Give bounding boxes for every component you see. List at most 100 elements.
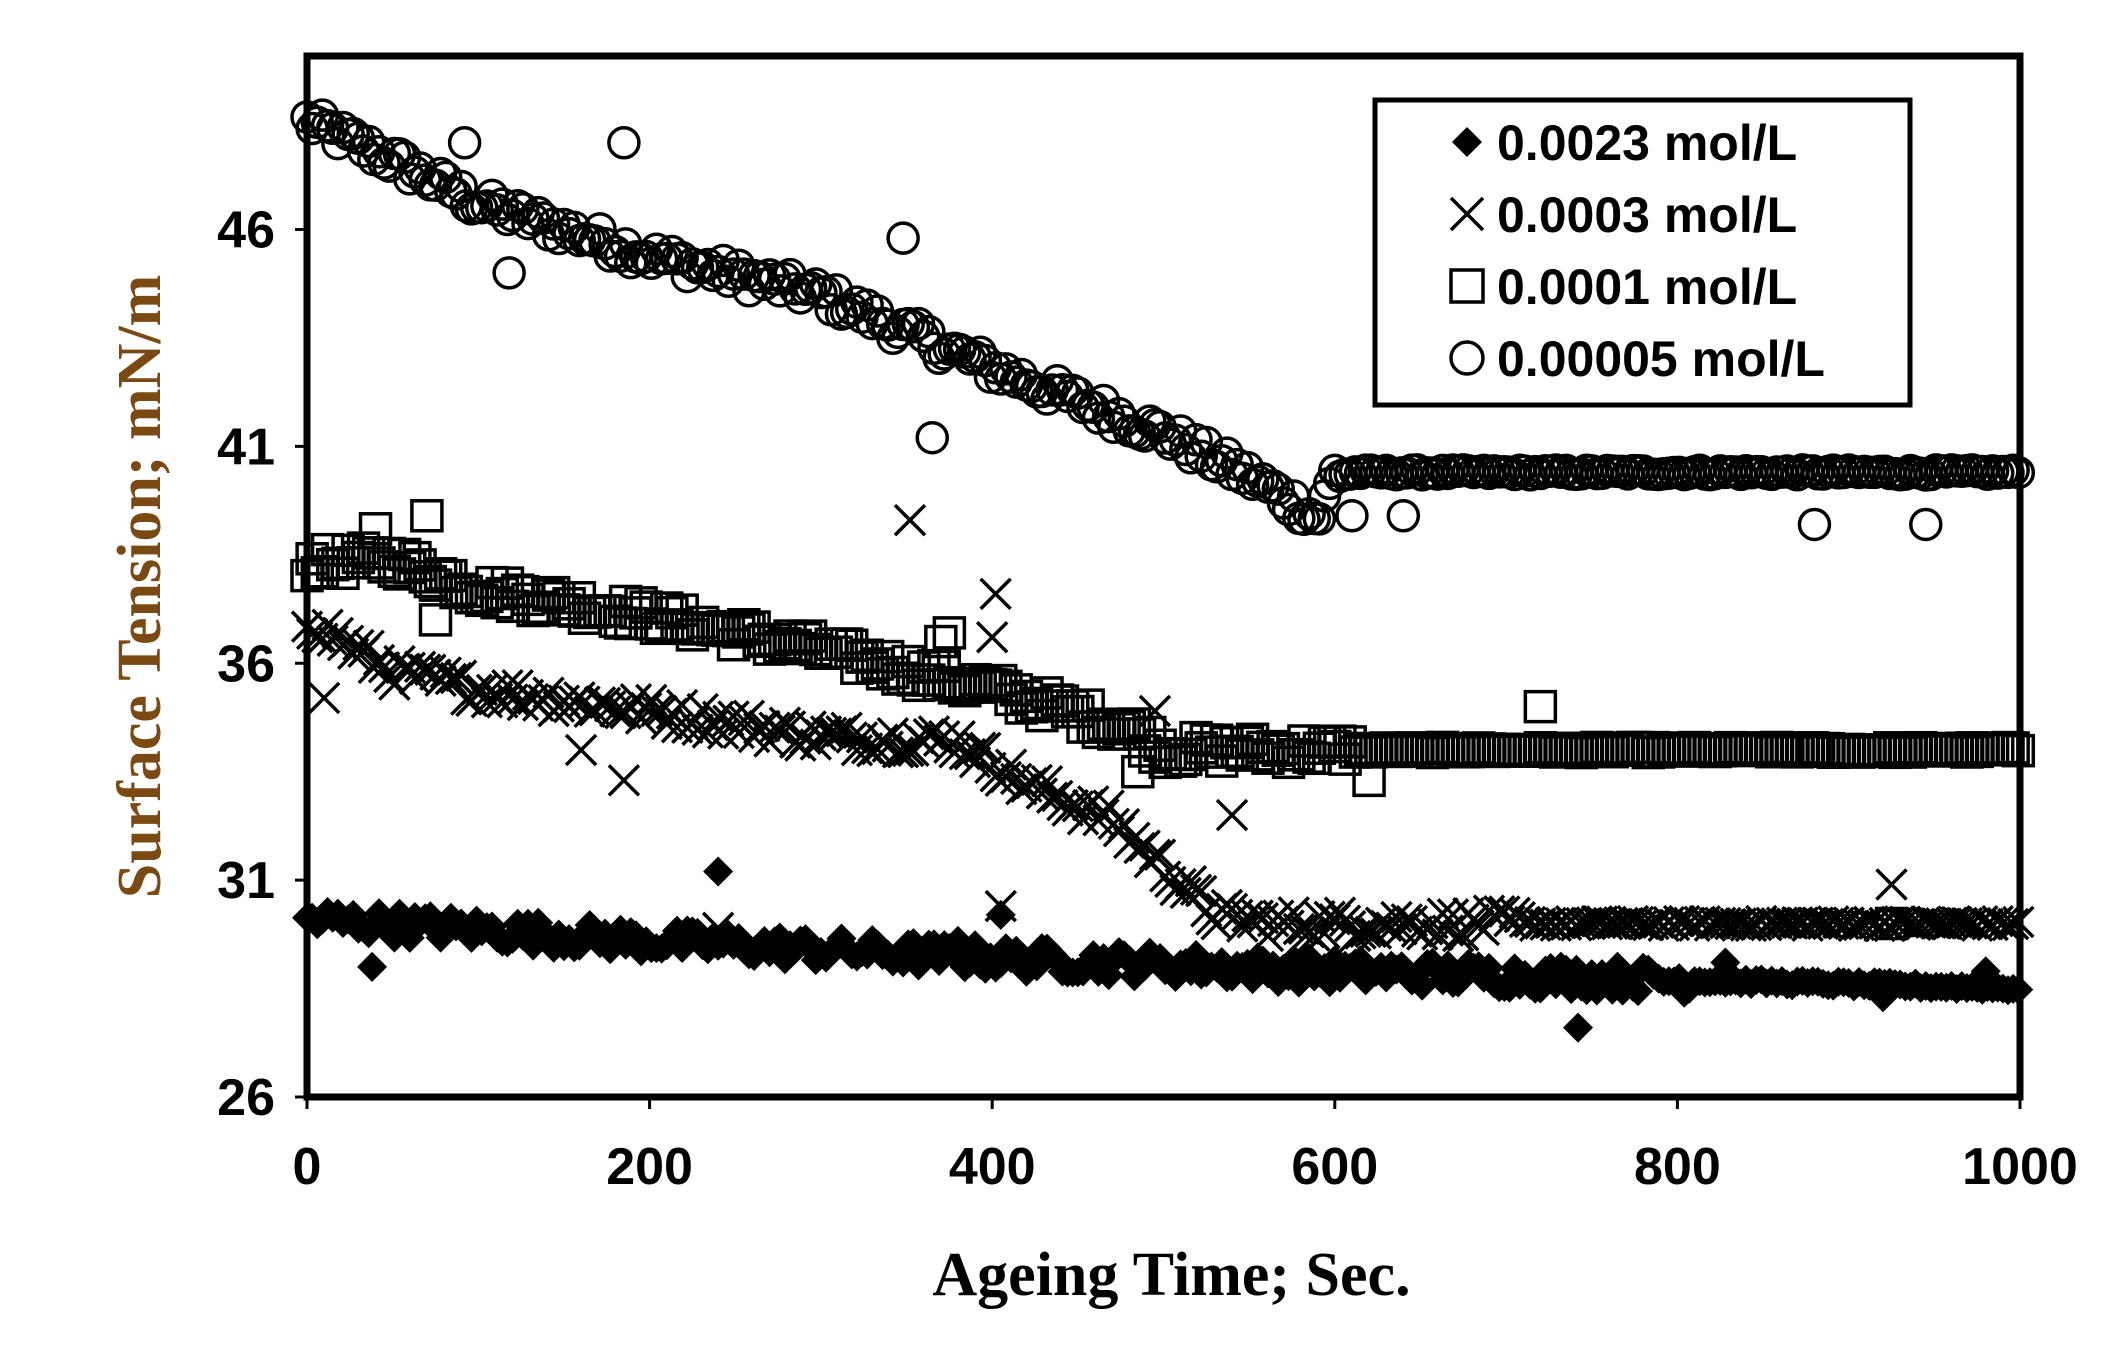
data-point — [685, 250, 720, 285]
data-point-outlier — [942, 925, 973, 956]
data-point — [1143, 838, 1177, 871]
legend-label-4: 0.00005 mol/L — [1497, 331, 1825, 387]
legend-label-1: 0.0023 mol/L — [1497, 115, 1797, 171]
data-point-outlier — [447, 126, 482, 160]
data-point — [506, 191, 540, 226]
y-tick-label: 26 — [217, 1069, 275, 1127]
data-point-outlier — [1970, 956, 2001, 987]
x-axis: 0 200 400 600 800 1000 — [293, 1097, 2078, 1196]
data-point-outlier — [975, 620, 1009, 654]
data-point — [896, 309, 931, 344]
data-point — [1734, 909, 1768, 943]
data-point — [1261, 472, 1296, 506]
data-point — [439, 661, 473, 695]
data-point — [1256, 469, 1290, 503]
data-point — [337, 637, 370, 671]
data-point — [799, 267, 833, 301]
data-point-outlier — [979, 577, 1012, 611]
data-point — [1623, 976, 1654, 1007]
data-point — [892, 734, 925, 768]
data-point-outlier — [1909, 507, 1943, 542]
data-point — [1407, 970, 1438, 1001]
legend-label-3: 0.0001 mol/L — [1497, 259, 1797, 315]
data-point — [1447, 919, 1480, 952]
data-point — [511, 206, 545, 241]
data-point — [763, 714, 797, 747]
x-tick-label: 200 — [606, 1138, 693, 1196]
x-tick-label: 0 — [293, 1138, 322, 1196]
data-point — [1986, 906, 2020, 940]
data-point-outlier — [1352, 763, 1386, 798]
data-point — [809, 715, 843, 748]
data-point — [1436, 898, 1470, 931]
series-1 — [292, 856, 2034, 1043]
y-tick-label: 36 — [217, 635, 275, 693]
data-point-outlier — [1335, 499, 1369, 533]
data-point — [1302, 502, 1337, 536]
data-point — [989, 760, 1023, 794]
y-tick-label: 41 — [217, 418, 275, 476]
data-point-outlier — [418, 603, 453, 637]
data-point — [1853, 905, 1886, 939]
data-point — [485, 187, 520, 221]
data-point — [1996, 731, 2030, 765]
data-point — [506, 688, 540, 722]
data-point — [650, 707, 683, 741]
y-axis-title: Surface Tension; mN/m — [106, 275, 174, 898]
data-point — [1169, 432, 1203, 467]
data-point — [881, 736, 915, 769]
data-point — [963, 731, 997, 764]
y-tick-label: 46 — [217, 202, 275, 260]
legend-marker-4 — [1449, 340, 1485, 376]
data-point-outlier — [985, 899, 1016, 930]
data-point-outlier — [358, 512, 393, 546]
data-point — [969, 731, 1002, 765]
data-point — [1287, 502, 1321, 537]
data-point — [1298, 919, 1331, 952]
data-point-outlier — [1710, 947, 1741, 978]
data-point-outlier — [1121, 754, 1155, 789]
data-point — [624, 702, 658, 735]
data-point — [1056, 788, 1089, 822]
data-point — [943, 720, 976, 753]
data-point — [336, 116, 371, 151]
data-point — [1184, 874, 1218, 908]
x-tick-label: 400 — [949, 1138, 1036, 1196]
data-point-outlier — [1215, 798, 1249, 832]
data-point-outlier — [915, 420, 949, 455]
legend-marker-2 — [1449, 196, 1485, 232]
data-point-outlier — [1563, 1012, 1594, 1043]
data-point — [352, 629, 385, 663]
data-point — [1940, 905, 1973, 939]
data-point-outlier — [607, 126, 641, 160]
legend-label-2: 0.0003 mol/L — [1497, 187, 1797, 243]
data-point — [1092, 789, 1125, 822]
data-point — [480, 193, 514, 227]
data-point — [357, 651, 391, 685]
x-tick-label: 1000 — [1962, 1138, 2078, 1196]
y-tick-label: 31 — [217, 852, 275, 910]
series-4 — [290, 98, 2036, 542]
data-point-outlier — [1797, 507, 1832, 542]
data-point-outlier — [564, 733, 598, 767]
data-point-outlier — [1797, 733, 1832, 767]
x-axis-title: Ageing Time; Sec. — [932, 1241, 1410, 1309]
data-point-outlier — [924, 624, 958, 659]
data-point-outlier — [932, 616, 967, 650]
data-point-outlier — [357, 951, 388, 982]
plot-frame — [303, 52, 2024, 1101]
data-point — [649, 241, 684, 276]
data-point-outlier — [1867, 982, 1898, 1013]
data-point — [1005, 773, 1038, 806]
data-point — [1179, 873, 1213, 907]
data-point — [1344, 917, 1377, 950]
data-point — [665, 688, 699, 722]
data-point — [927, 719, 961, 753]
data-point-outlier — [1138, 694, 1172, 728]
data-point-outlier — [893, 503, 927, 537]
x-tick-label: 800 — [1634, 1138, 1721, 1196]
data-marks — [290, 98, 2036, 1043]
legend: 0.0023 mol/L 0.0003 mol/L 0.0001 mol/L 0.00… — [1372, 97, 1913, 408]
data-point-outlier — [492, 256, 526, 290]
